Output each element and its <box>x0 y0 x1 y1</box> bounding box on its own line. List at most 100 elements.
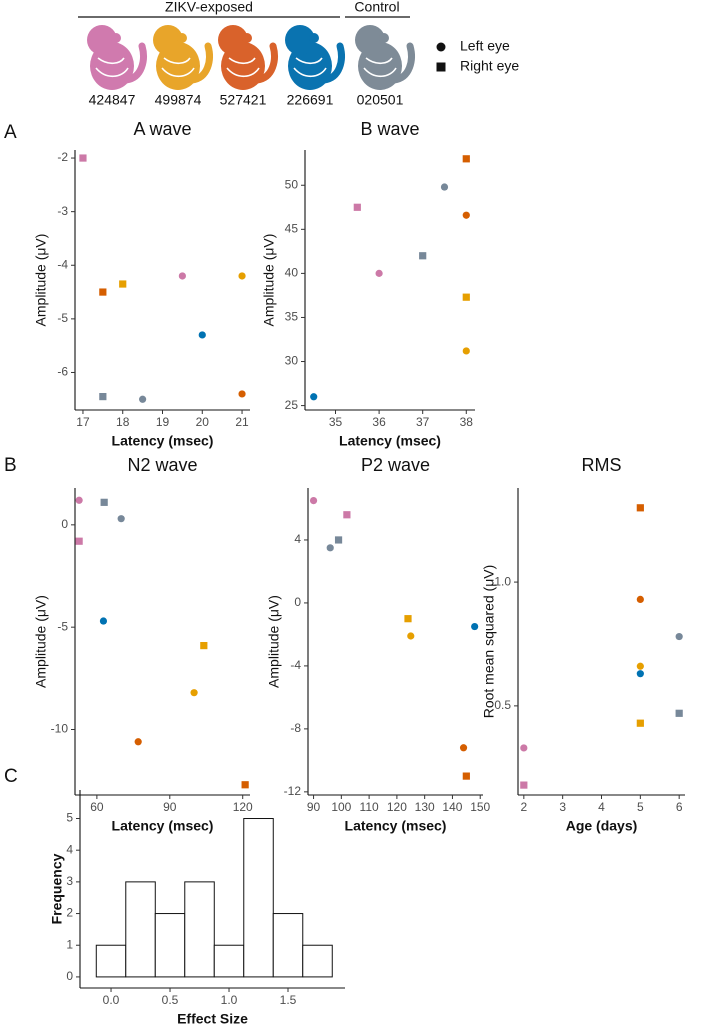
y-axis-label: Frequency <box>49 853 65 924</box>
square-marker <box>334 536 343 544</box>
x-tick-label: 18 <box>116 415 130 429</box>
monkey-arm <box>226 67 260 78</box>
x-tick-label: 110 <box>360 800 379 814</box>
circle-marker <box>407 632 415 640</box>
square-marker <box>404 615 412 623</box>
group-label: Control <box>354 0 399 15</box>
chart-title: N2 wave <box>127 455 197 475</box>
y-tick-label: 40 <box>285 266 299 280</box>
histogram-bar <box>243 818 274 978</box>
y-tick-label: -5 <box>57 619 68 633</box>
x-tick-label: 0.0 <box>103 993 120 1007</box>
x-tick-label: 1.0 <box>221 993 238 1007</box>
animal-id: 499874 <box>155 92 202 108</box>
x-tick-label: 1.5 <box>280 993 297 1007</box>
x-tick-label: 140 <box>442 800 462 814</box>
chart-title: B wave <box>360 119 419 139</box>
square-marker <box>353 203 361 211</box>
y-tick-label: 2 <box>66 906 73 920</box>
x-tick-label: 6 <box>676 800 683 814</box>
histogram-bar <box>154 913 186 978</box>
x-tick-label: 120 <box>387 800 407 814</box>
x-tick-label: 150 <box>470 800 490 814</box>
square-marker <box>462 155 470 163</box>
x-tick-label: 4 <box>598 800 605 814</box>
chart-title: RMS <box>582 455 622 475</box>
monkey-icon <box>87 25 147 90</box>
x-tick-label: 90 <box>163 800 177 814</box>
monkey-head <box>218 25 248 55</box>
monkey-arm <box>363 67 397 78</box>
x-tick-label: 130 <box>415 800 435 814</box>
y-tick-label: 1.0 <box>494 574 511 588</box>
y-tick-label: 4 <box>66 842 73 856</box>
circle-marker <box>462 211 470 219</box>
y-tick-label: 0.5 <box>494 698 511 712</box>
histogram-bar <box>125 881 156 978</box>
circle-marker <box>238 272 246 280</box>
monkey-ear <box>177 33 187 43</box>
monkey-icon <box>218 25 278 90</box>
y-tick-label: -8 <box>290 721 301 735</box>
y-axis-label: Root mean squared (μV) <box>481 565 497 719</box>
square-marker <box>99 288 107 296</box>
x-tick-label: 35 <box>329 415 343 429</box>
x-axis-label: Latency (msec) <box>345 818 447 834</box>
x-tick-label: 36 <box>372 415 386 429</box>
square-marker <box>75 537 83 545</box>
histogram-bar <box>184 881 215 978</box>
animal-id: 527421 <box>220 92 267 108</box>
monkey-head <box>87 25 117 55</box>
monkey-icon <box>285 25 345 90</box>
monkey-arm <box>293 67 327 78</box>
circle-marker <box>636 595 644 604</box>
animal-id: 020501 <box>357 92 404 108</box>
x-tick-label: 17 <box>76 415 90 429</box>
monkey-head <box>153 25 183 55</box>
circle-marker <box>238 390 246 398</box>
circle-marker <box>75 496 83 504</box>
square-marker <box>200 641 208 650</box>
y-tick-label: 35 <box>285 310 299 324</box>
square-marker <box>419 252 427 260</box>
x-axis-label: Age (days) <box>566 818 638 834</box>
x-axis-label: Latency (msec) <box>339 433 441 449</box>
monkey-arm <box>95 67 129 78</box>
y-tick-label: -12 <box>284 784 302 798</box>
x-tick-label: 38 <box>460 415 474 429</box>
histogram-bar <box>95 944 127 978</box>
x-tick-label: 19 <box>156 415 170 429</box>
x-tick-label: 120 <box>233 800 253 814</box>
y-tick-label: 30 <box>285 354 299 368</box>
circle-marker <box>520 744 528 752</box>
x-tick-label: 5 <box>637 800 644 814</box>
x-axis-label: Latency (msec) <box>112 433 214 449</box>
circle-marker <box>636 670 644 678</box>
circle-marker <box>198 331 206 339</box>
monkey-head <box>285 25 315 55</box>
monkey-ear <box>309 33 319 43</box>
square-marker <box>99 392 107 401</box>
y-tick-label: 5 <box>66 811 73 825</box>
square-marker <box>675 709 683 717</box>
square-marker <box>241 781 249 789</box>
y-tick-label: 25 <box>285 398 299 412</box>
circle-marker <box>471 622 479 631</box>
y-tick-label: 0 <box>61 517 68 531</box>
x-tick-label: 60 <box>90 800 104 814</box>
circle-marker <box>117 515 125 523</box>
y-tick-label: -6 <box>57 365 68 379</box>
monkey-arm <box>163 57 191 65</box>
x-axis-label: Latency (msec) <box>112 818 214 834</box>
monkey-icon <box>355 25 415 90</box>
y-tick-label: -2 <box>57 150 68 164</box>
monkey-arm <box>97 57 125 65</box>
y-tick-label: 50 <box>285 177 299 191</box>
animal-id: 226691 <box>287 92 334 108</box>
legend-label: Right eye <box>460 58 519 74</box>
x-tick-label: 2 <box>520 800 527 814</box>
circle-marker <box>190 689 198 697</box>
square-marker <box>436 62 446 72</box>
panel-label: A <box>4 122 17 143</box>
